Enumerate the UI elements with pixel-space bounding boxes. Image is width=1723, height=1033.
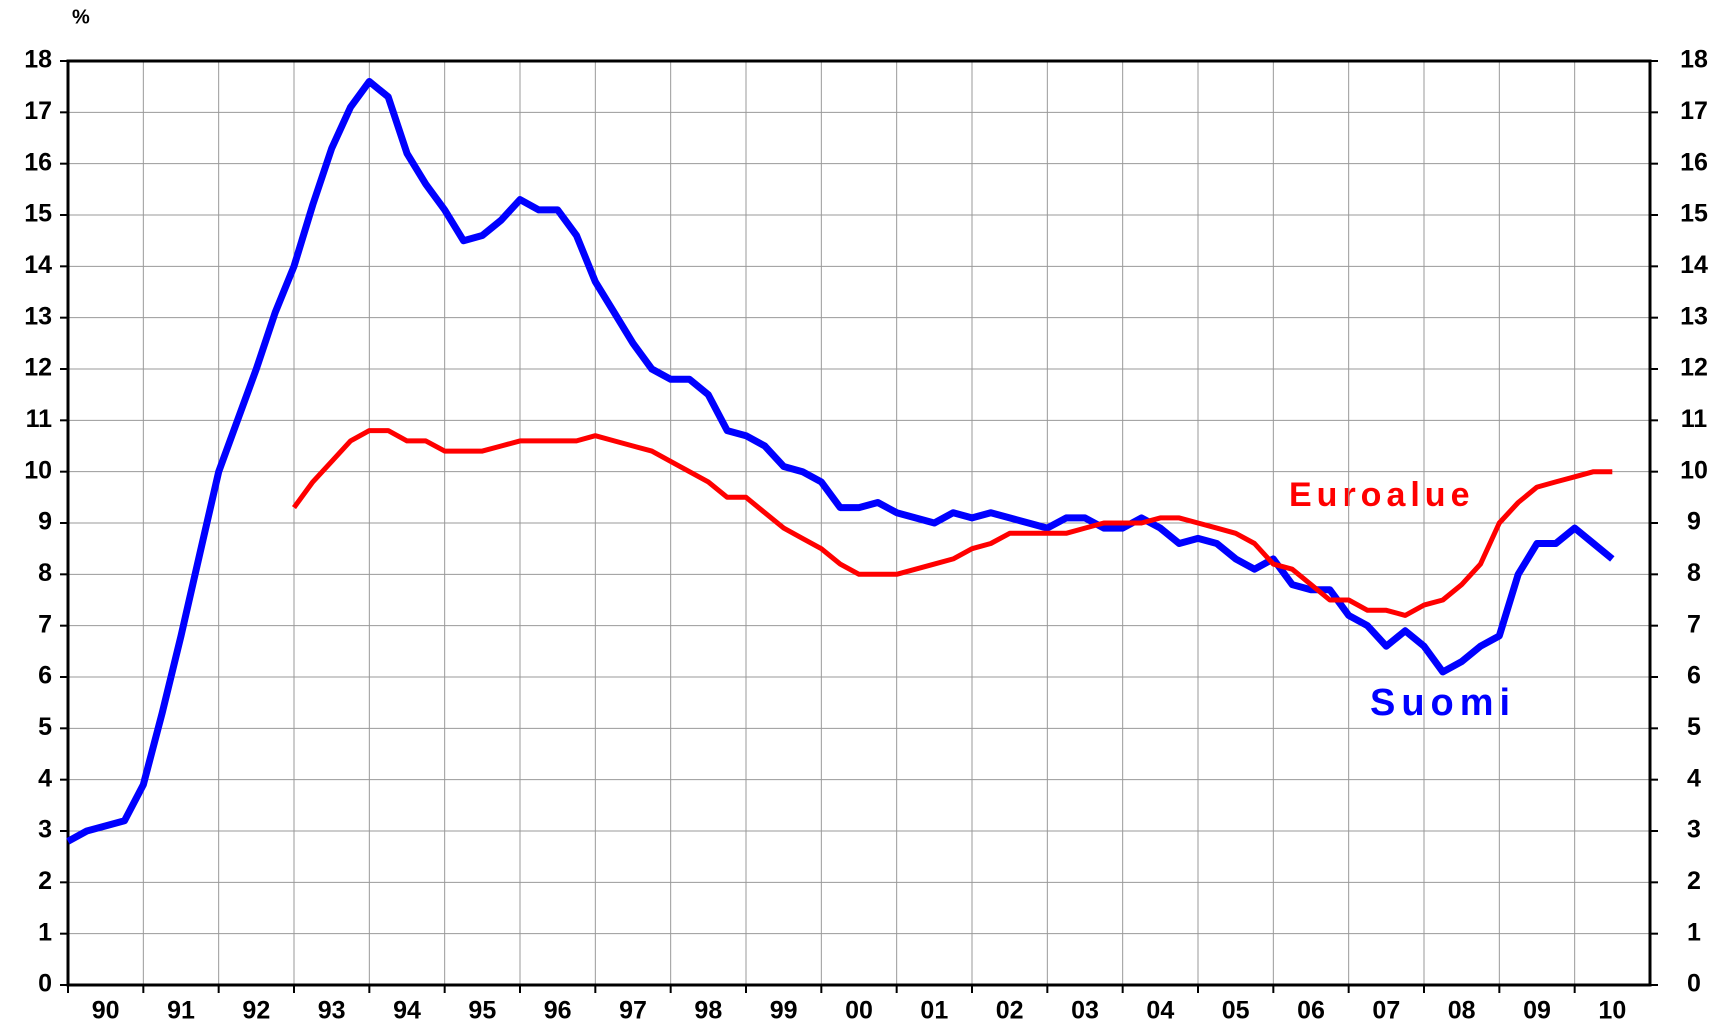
x-tick-label: 95: [468, 997, 496, 1025]
x-tick-label: 04: [1146, 997, 1174, 1025]
y2-tick-label: 16: [1680, 148, 1708, 176]
x-tick-label: 99: [770, 997, 798, 1025]
y-tick-label: 5: [38, 713, 52, 741]
y2-tick-label: 11: [1681, 405, 1708, 433]
y2-tick-label: 13: [1680, 302, 1708, 330]
y2-tick-label: 7: [1687, 610, 1701, 638]
x-tick-label: 08: [1448, 997, 1476, 1025]
y2-tick-label: 2: [1687, 867, 1701, 895]
y2-tick-label: 15: [1680, 200, 1708, 228]
x-tick-label: 03: [1071, 997, 1099, 1025]
y-tick-label: 12: [24, 354, 52, 382]
y-tick-label: 13: [24, 302, 52, 330]
y2-tick-label: 10: [1680, 456, 1708, 484]
y2-tick-label: 1: [1687, 918, 1701, 946]
series-line: [291, 428, 1613, 618]
y-tick-label: 4: [38, 764, 52, 792]
y-tick-label: 16: [24, 148, 52, 176]
y-tick-label: 14: [24, 251, 52, 279]
x-tick-label: 94: [393, 997, 421, 1025]
x-tick-label: 93: [318, 997, 346, 1025]
y2-tick-label: 3: [1687, 816, 1701, 844]
y2-tick-label: 6: [1687, 662, 1701, 690]
y2-tick-label: 5: [1687, 713, 1701, 741]
y-tick-label: 11: [26, 405, 53, 433]
x-tick-label: 96: [544, 997, 572, 1025]
x-tick-label: 06: [1297, 997, 1325, 1025]
y2-tick-label: 0: [1687, 970, 1701, 998]
y2-tick-label: 14: [1680, 251, 1708, 279]
y-tick-label: 0: [38, 970, 52, 998]
y-tick-label: 2: [38, 867, 52, 895]
y-tick-label: 7: [38, 610, 52, 638]
x-tick-label: 01: [920, 997, 948, 1025]
x-tick-label: 98: [694, 997, 722, 1025]
y-tick-label: 17: [24, 97, 52, 125]
x-tick-label: 05: [1222, 997, 1250, 1025]
y2-tick-label: 18: [1680, 46, 1708, 74]
y-tick-label: 10: [24, 456, 52, 484]
series-label: Euroalue: [1289, 476, 1474, 514]
y-unit-label: %: [72, 6, 90, 28]
y-tick-label: 18: [24, 46, 52, 74]
y2-tick-label: 9: [1687, 508, 1701, 536]
y-tick-label: 15: [24, 200, 52, 228]
series-line: [66, 78, 1615, 845]
plot-frame: [66, 59, 1652, 987]
x-tick-label: 10: [1598, 997, 1626, 1025]
y2-tick-label: 17: [1680, 97, 1708, 125]
x-tick-label: 02: [996, 997, 1024, 1025]
y-tick-label: 8: [38, 559, 52, 587]
x-tick-label: 92: [242, 997, 270, 1025]
x-tick-label: 91: [167, 997, 195, 1025]
series-label: Suomi: [1370, 682, 1516, 724]
y-tick-label: 1: [38, 918, 52, 946]
x-tick-label: 00: [845, 997, 873, 1025]
x-tick-label: 90: [92, 997, 120, 1025]
y2-tick-label: 8: [1687, 559, 1701, 587]
x-tick-label: 09: [1523, 997, 1551, 1025]
y2-tick-label: 12: [1680, 354, 1708, 382]
x-tick-label: 07: [1372, 997, 1400, 1025]
y-tick-label: 3: [38, 816, 52, 844]
y2-tick-label: 4: [1687, 764, 1701, 792]
y-tick-label: 6: [38, 662, 52, 690]
x-tick-label: 97: [619, 997, 647, 1025]
y-tick-label: 9: [38, 508, 52, 536]
